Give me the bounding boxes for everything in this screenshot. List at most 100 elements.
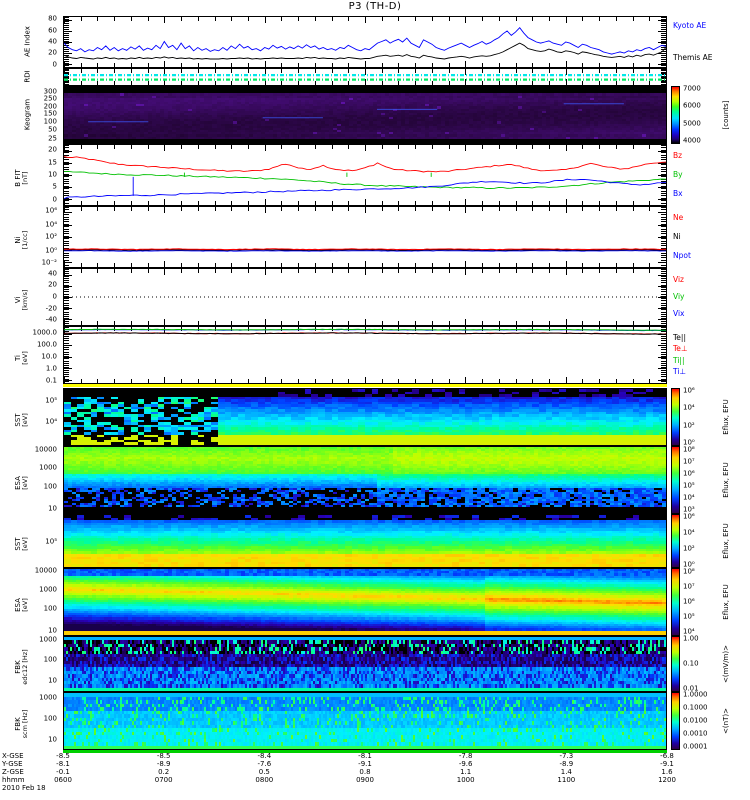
x-axis-datestamp: 2010 Feb 18 [2, 784, 46, 792]
colorbar-sst-e [671, 388, 680, 446]
y-tick-label: 10⁴ [3, 418, 60, 425]
x-axis-value: -8.4 [257, 752, 271, 760]
legend-item-ni: Ni [673, 233, 681, 241]
colorbar-tick-label: 0.0001 [683, 743, 708, 750]
x-tick [666, 207, 667, 213]
colorbar-fbk-scm [671, 692, 680, 750]
x-tick [666, 79, 667, 85]
x-axis-value: 1200 [658, 776, 676, 784]
legend-item-viy: Viy [673, 293, 685, 301]
x-tick [666, 261, 667, 267]
x-axis-value: 1.1 [460, 768, 471, 776]
spectrogram-fbk-scm [64, 693, 666, 749]
panel-rdi [63, 68, 667, 86]
x-axis-value: -8.5 [56, 752, 70, 760]
legend-item-ne: Ne [673, 214, 683, 222]
x-axis-value: -7.6 [257, 760, 271, 768]
y-tick-label: 100 [3, 656, 60, 663]
legend-item-te: Te⊥ [673, 345, 687, 353]
y-tick-label: 10⁰ [3, 247, 60, 254]
y-tick-label: 20 [3, 147, 60, 154]
colorbar-tick-label: 10⁴ [683, 405, 695, 412]
x-tick [666, 269, 667, 275]
y-tick-label: 80 [3, 16, 60, 23]
x-tick [666, 137, 667, 143]
y-tick-label: 10 [3, 628, 60, 635]
x-tick [666, 743, 667, 749]
y-tick-label: 0 [3, 196, 60, 203]
y-tick-label: 10 [3, 677, 60, 684]
y-tick-label: 100 [3, 483, 60, 490]
y-tick-label: 10 [3, 736, 60, 743]
y-tick-label: 10⁴ [3, 221, 60, 228]
y-tick-label: 100 [3, 118, 60, 125]
colorbar-tick-label: 10⁶ [683, 514, 695, 521]
colorbar-tick-label: 10⁷ [683, 584, 695, 591]
legend-item-themisae: Themis AE [673, 54, 713, 62]
x-tick [666, 685, 667, 691]
x-tick [666, 145, 667, 151]
x-tick [666, 447, 667, 453]
x-axis-value: -7.8 [459, 752, 473, 760]
panel-fbk-scm [63, 692, 667, 750]
colorbar-tick-label: 10⁵ [683, 482, 695, 489]
panel-fbk-edc12 [63, 636, 667, 692]
x-axis-row-label-ygse: Y-GSE [2, 760, 23, 768]
y-tick-label: 40 [3, 39, 60, 46]
x-tick [666, 199, 667, 205]
y-tick-label: 10000 [3, 447, 60, 454]
trace-layer [64, 269, 666, 325]
y-tick-label: 10.0 [3, 354, 60, 361]
x-tick [666, 439, 667, 445]
trace-layer [64, 327, 666, 383]
x-axis-value: -8.9 [559, 760, 573, 768]
x-tick [666, 693, 667, 699]
colorbar-tick-label: 10⁶ [683, 471, 695, 478]
x-tick [666, 569, 667, 575]
y-axis-label-text: AE Index [24, 26, 32, 57]
colorbar-tick-label: 10⁶ [683, 388, 695, 395]
x-axis-value: -8.9 [157, 760, 171, 768]
colorbar-tick-label: 7000 [683, 86, 701, 93]
x-tick [666, 319, 667, 325]
colorbar-tick-label: 5000 [683, 120, 701, 127]
legend-item-ti: Ti|| [673, 357, 685, 365]
y-tick-label: 10⁻² [3, 260, 60, 267]
x-tick [666, 377, 667, 383]
x-axis-value: -0.1 [56, 768, 70, 776]
colorbar-unit-keogram: [counts] [722, 71, 730, 159]
page-title: P3 (TH-D) [0, 1, 750, 12]
colorbar-sst-i [671, 514, 680, 568]
spectrogram-esa-i [64, 569, 666, 635]
y-tick-label: 1000 [3, 587, 60, 594]
ti-trace-te-par [64, 333, 666, 335]
y-tick-label: 0 [3, 294, 60, 301]
y-tick-label: 1000 [3, 694, 60, 701]
y-tick-label: 10 [3, 172, 60, 179]
trace-layer [64, 69, 666, 85]
x-axis-value: -9.1 [660, 760, 674, 768]
x-axis-value: 0.5 [259, 768, 270, 776]
x-axis-value: -8.1 [358, 752, 372, 760]
y-tick-label: -20 [3, 305, 60, 312]
y-tick-label: 0.1 [3, 377, 60, 384]
bfit-trace-bz [64, 157, 666, 172]
x-axis-row-label-hhmm: hhmm [2, 776, 25, 784]
y-tick-label: 10² [3, 234, 60, 241]
colorbar-tick-label: 4000 [683, 137, 701, 144]
y-tick-label: 10000 [3, 568, 60, 575]
y-tick-label: 40 [3, 270, 60, 277]
y-tick-label: -40 [3, 317, 60, 324]
legend-item-bz: Bz [673, 152, 682, 160]
x-axis-value: 1.4 [561, 768, 572, 776]
colorbar-tick-label: 0.10 [683, 661, 699, 668]
colorbar-tick-label: 0.0010 [683, 730, 708, 737]
colorbar-tick-label: 1.00 [683, 636, 699, 643]
x-tick [666, 515, 667, 521]
legend-item-bx: Bx [673, 190, 683, 198]
colorbar-tick-label: 10² [683, 545, 695, 552]
ae-trace-themis-ae [64, 43, 666, 59]
y-tick-label: 60 [3, 27, 60, 34]
x-axis-value: 0.2 [158, 768, 169, 776]
